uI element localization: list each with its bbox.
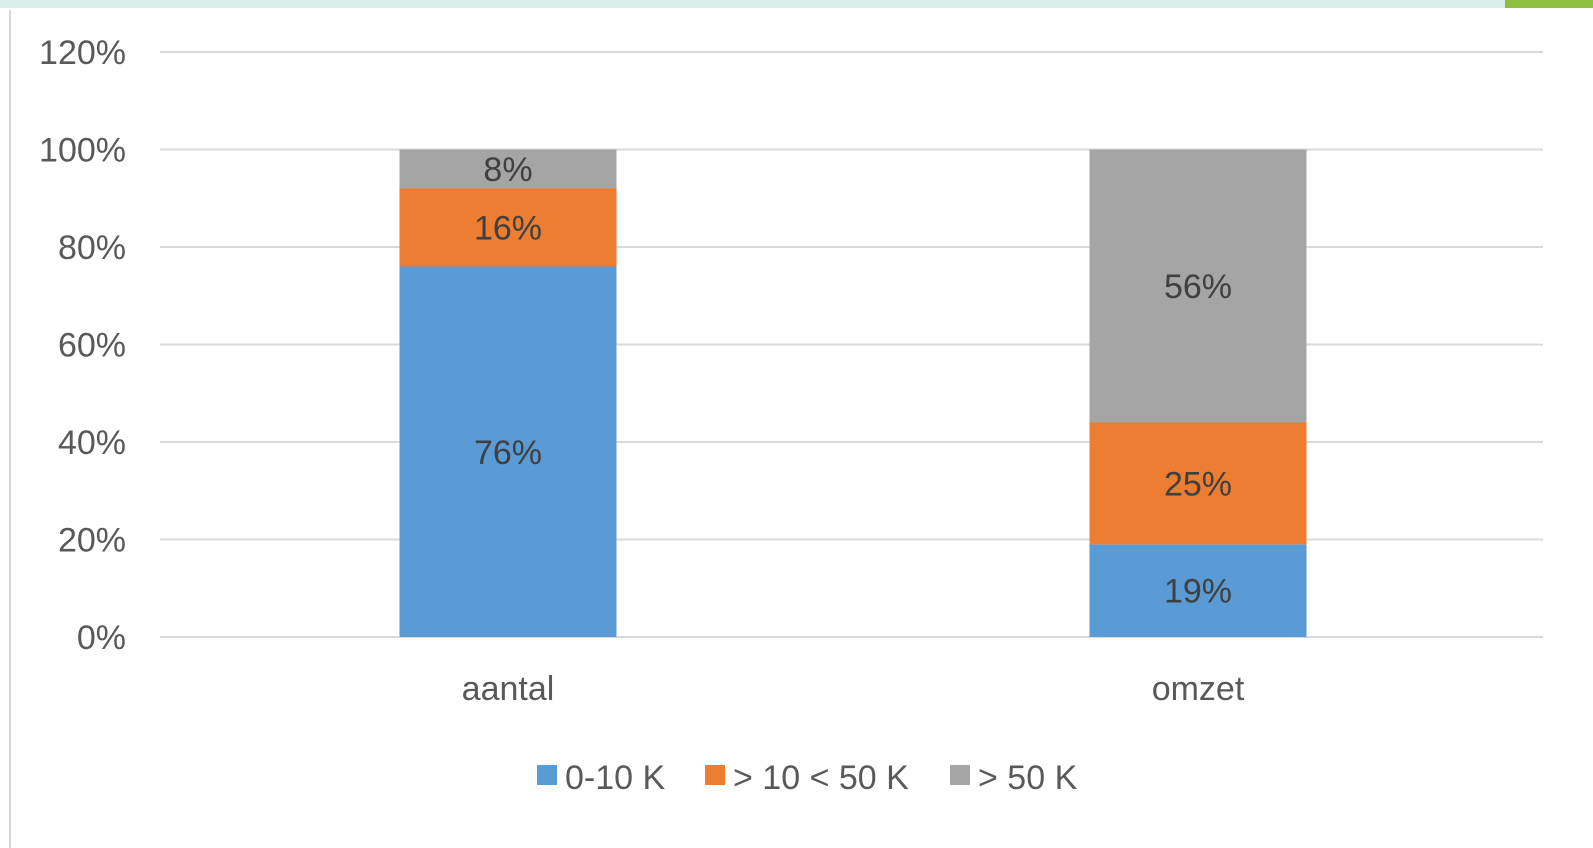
data-label-omzet-series-1: 25% [1164,465,1232,503]
left-rule [9,10,11,848]
data-label-aantal-series-1: 16% [474,210,542,248]
data-labels: 76% 16% 8% 19% 25% 56% [474,151,1232,611]
bar-omzet-series-1 [1089,422,1307,545]
data-label-omzet-series-2: 56% [1164,268,1232,306]
legend-swatch-2 [950,765,970,785]
legend-label-0: 0-10 K [565,759,665,797]
bars [399,149,1307,637]
data-label-omzet-series-0: 19% [1164,573,1232,611]
y-tick-label: 120% [39,34,126,72]
legend: 0-10 K > 10 < 50 K > 50 K [537,759,1078,797]
data-label-aantal-series-2: 8% [483,151,532,189]
bar-aantal-series-1 [399,188,617,267]
data-label-aantal-series-0: 76% [474,434,542,472]
x-category-label: omzet [1152,670,1245,708]
y-tick-label: 80% [58,229,126,267]
y-tick-label: 0% [77,619,126,657]
y-tick-label: 60% [58,327,126,365]
legend-label-1: > 10 < 50 K [733,759,909,797]
y-tick-label: 40% [58,424,126,462]
bar-aantal-series-2 [399,149,617,189]
legend-swatch-1 [705,765,725,785]
gridlines [160,51,1543,638]
x-category-label: aantal [462,670,555,708]
x-axis-category-labels: aantal omzet [462,670,1245,708]
legend-label-2: > 50 K [978,759,1078,797]
top-band [0,0,1505,8]
bar-omzet-series-2 [1089,149,1307,423]
y-axis-tick-labels: 0% 20% 40% 60% 80% 100% 120% [39,34,126,657]
y-tick-label: 20% [58,522,126,560]
y-tick-label: 100% [39,132,126,170]
legend-swatch-0 [537,765,557,785]
bar-omzet-series-0 [1089,544,1307,637]
bar-aantal-series-0 [399,266,617,637]
top-accent [1505,0,1593,8]
